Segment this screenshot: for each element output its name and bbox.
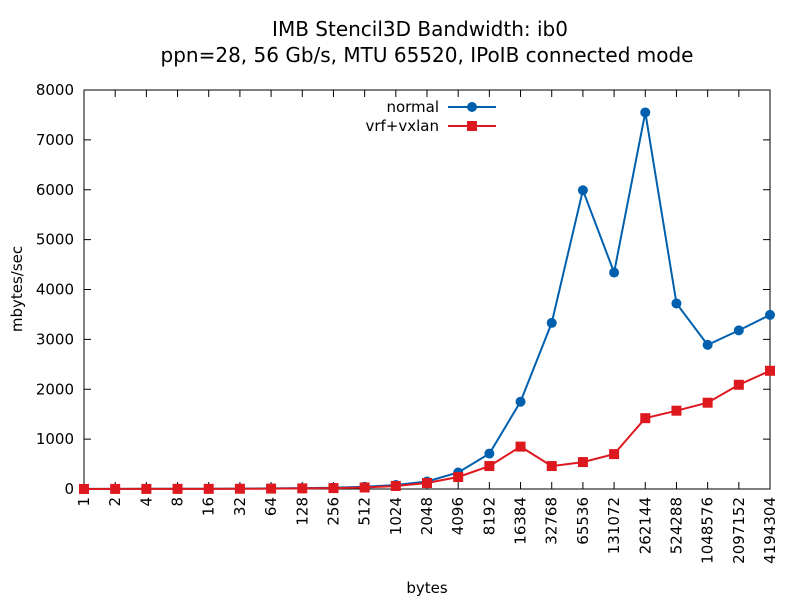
y-tick-label: 1000 — [36, 430, 74, 448]
x-tick-label: 32 — [231, 497, 249, 516]
data-point — [297, 483, 308, 494]
x-tick-label: 4194304 — [761, 497, 779, 564]
x-tick-label: 2097152 — [730, 497, 748, 564]
data-point — [328, 483, 339, 494]
data-point — [702, 339, 713, 350]
legend-label: normal — [386, 98, 439, 116]
series-group — [79, 107, 775, 494]
legend-label: vrf+vxlan — [365, 117, 439, 135]
x-tick-label: 128 — [293, 497, 311, 526]
x-tick-label: 2 — [106, 497, 124, 507]
x-tick-label: 16384 — [512, 497, 530, 545]
x-tick-label: 1 — [75, 497, 93, 507]
chart-title-line1: IMB Stencil3D Bandwidth: ib0 — [272, 17, 568, 41]
data-point — [671, 298, 682, 309]
data-point — [110, 483, 121, 494]
data-point — [79, 483, 89, 494]
x-tick-label: 4096 — [449, 497, 467, 535]
x-tick-label: 4 — [137, 497, 155, 507]
data-point — [203, 483, 214, 494]
x-tick-label: 65536 — [574, 497, 592, 545]
x-tick-label: 512 — [356, 497, 374, 526]
data-point — [172, 483, 183, 494]
data-point — [390, 481, 401, 492]
y-tick-label: 7000 — [36, 131, 74, 149]
data-point — [609, 449, 620, 460]
y-tick-label: 3000 — [36, 330, 74, 348]
series-line — [84, 112, 771, 490]
y-tick-label: 6000 — [36, 181, 74, 199]
legend-marker — [467, 102, 477, 112]
y-tick-label: 2000 — [36, 380, 74, 398]
data-point — [609, 267, 620, 278]
chart-title-line2: ppn=28, 56 Gb/s, MTU 65520, IPoIB connec… — [161, 43, 694, 67]
x-tick-label: 262144 — [636, 497, 654, 554]
x-tick-label: 64 — [262, 497, 280, 516]
data-point — [765, 309, 775, 320]
data-point — [546, 317, 557, 328]
x-tick-label: 8 — [169, 497, 187, 507]
x-tick-label: 131072 — [605, 497, 623, 554]
data-point — [234, 483, 245, 494]
series-normal — [79, 107, 775, 494]
data-point — [671, 405, 682, 416]
x-tick-label: 524288 — [667, 497, 685, 554]
data-point — [765, 365, 775, 376]
x-tick-label: 256 — [324, 497, 342, 526]
series-vrf-vxlan — [79, 365, 775, 494]
x-tick-label: 2048 — [418, 497, 436, 535]
data-point — [141, 483, 152, 494]
x-tick-label: 16 — [200, 497, 218, 516]
y-tick-label: 4000 — [36, 281, 74, 299]
x-tick-label: 32768 — [543, 497, 561, 545]
x-tick-label: 8192 — [480, 497, 498, 535]
legend-marker — [467, 121, 477, 131]
y-tick-label: 5000 — [36, 231, 74, 249]
data-point — [515, 396, 526, 407]
series-line — [83, 369, 771, 490]
data-point — [640, 413, 651, 424]
data-point — [453, 472, 464, 483]
data-point — [702, 397, 713, 408]
data-point — [640, 107, 651, 118]
data-point — [515, 441, 526, 452]
data-point — [577, 457, 588, 468]
x-tick-label: 1024 — [387, 497, 405, 535]
data-point — [484, 448, 495, 459]
data-point — [577, 185, 588, 196]
data-point — [733, 379, 744, 390]
data-point — [422, 478, 432, 489]
x-axis-label: bytes — [406, 579, 448, 597]
data-point — [733, 325, 744, 336]
y-axis-label: mbytes/sec — [8, 246, 26, 332]
y-tick-label: 0 — [64, 480, 74, 498]
data-point — [484, 461, 495, 472]
plot-frame — [83, 89, 771, 490]
x-tick-label: 1048576 — [699, 497, 717, 564]
data-point — [266, 483, 277, 494]
data-point — [546, 461, 557, 472]
data-point — [359, 482, 370, 493]
y-tick-label: 8000 — [36, 81, 74, 99]
